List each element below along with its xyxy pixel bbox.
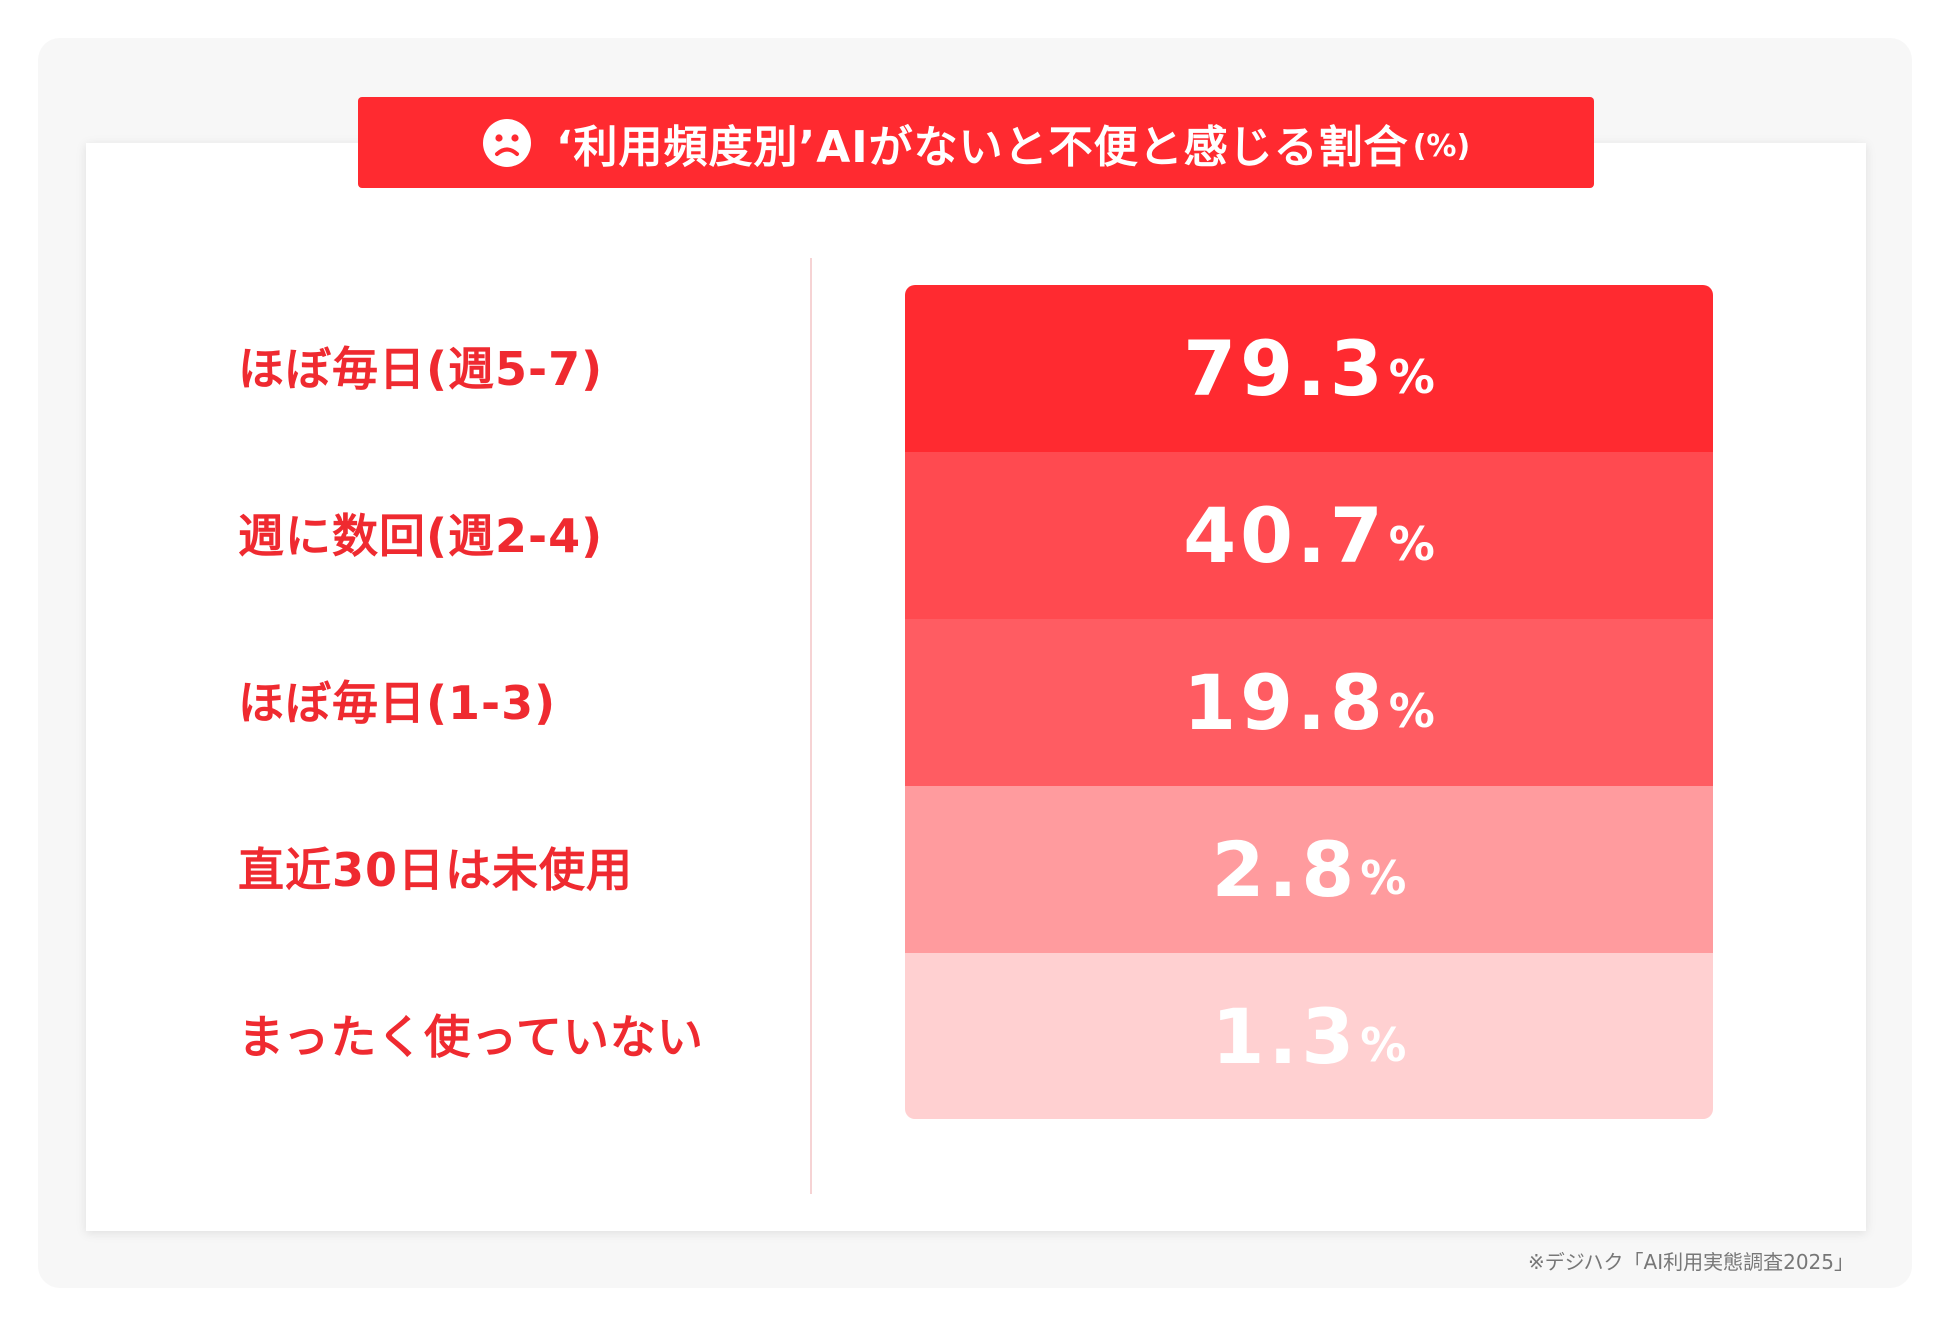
category-label: 週に数回(週2-4)	[238, 508, 604, 563]
bar-value-label: 79.3	[1183, 324, 1387, 413]
bar-segment: 2.8%	[905, 786, 1713, 953]
category-label: ほぼ毎日(1-3)	[238, 675, 557, 730]
value-bar-stack: 79.3% 40.7% 19.8% 2.8% 1.3%	[905, 285, 1713, 1119]
bar-segment: 79.3%	[905, 285, 1713, 452]
bar-value-label: 1.3	[1211, 992, 1359, 1081]
category-label: ほぼ毎日(週5-7)	[238, 341, 604, 396]
bar-segment: 1.3%	[905, 953, 1713, 1119]
bar-unit-label: %	[1360, 850, 1407, 905]
bar-segment: 19.8%	[905, 619, 1713, 786]
bar-unit-label: %	[1388, 683, 1435, 738]
column-divider	[810, 258, 812, 1194]
bar-value-label: 2.8	[1211, 825, 1359, 914]
sad-face-icon	[482, 118, 532, 168]
category-label: まったく使っていない	[238, 1009, 704, 1064]
bar-unit-label: %	[1388, 516, 1435, 571]
bar-unit-label: %	[1360, 1017, 1407, 1072]
source-footnote: ※デジハク「AI利用実態調査2025」	[1527, 1250, 1854, 1274]
category-label: 直近30日は未使用	[238, 842, 634, 897]
bar-value-label: 40.7	[1183, 491, 1387, 580]
chart-title-banner: ‘利用頻度別’AIがないと不便と感じる割合 (%)	[358, 97, 1594, 188]
chart-title: ‘利用頻度別’AIがないと不便と感じる割合	[555, 121, 1409, 173]
bar-unit-label: %	[1388, 349, 1435, 404]
bar-segment: 40.7%	[905, 452, 1713, 619]
chart-title-unit: (%)	[1412, 129, 1471, 164]
bar-value-label: 19.8	[1183, 658, 1387, 747]
